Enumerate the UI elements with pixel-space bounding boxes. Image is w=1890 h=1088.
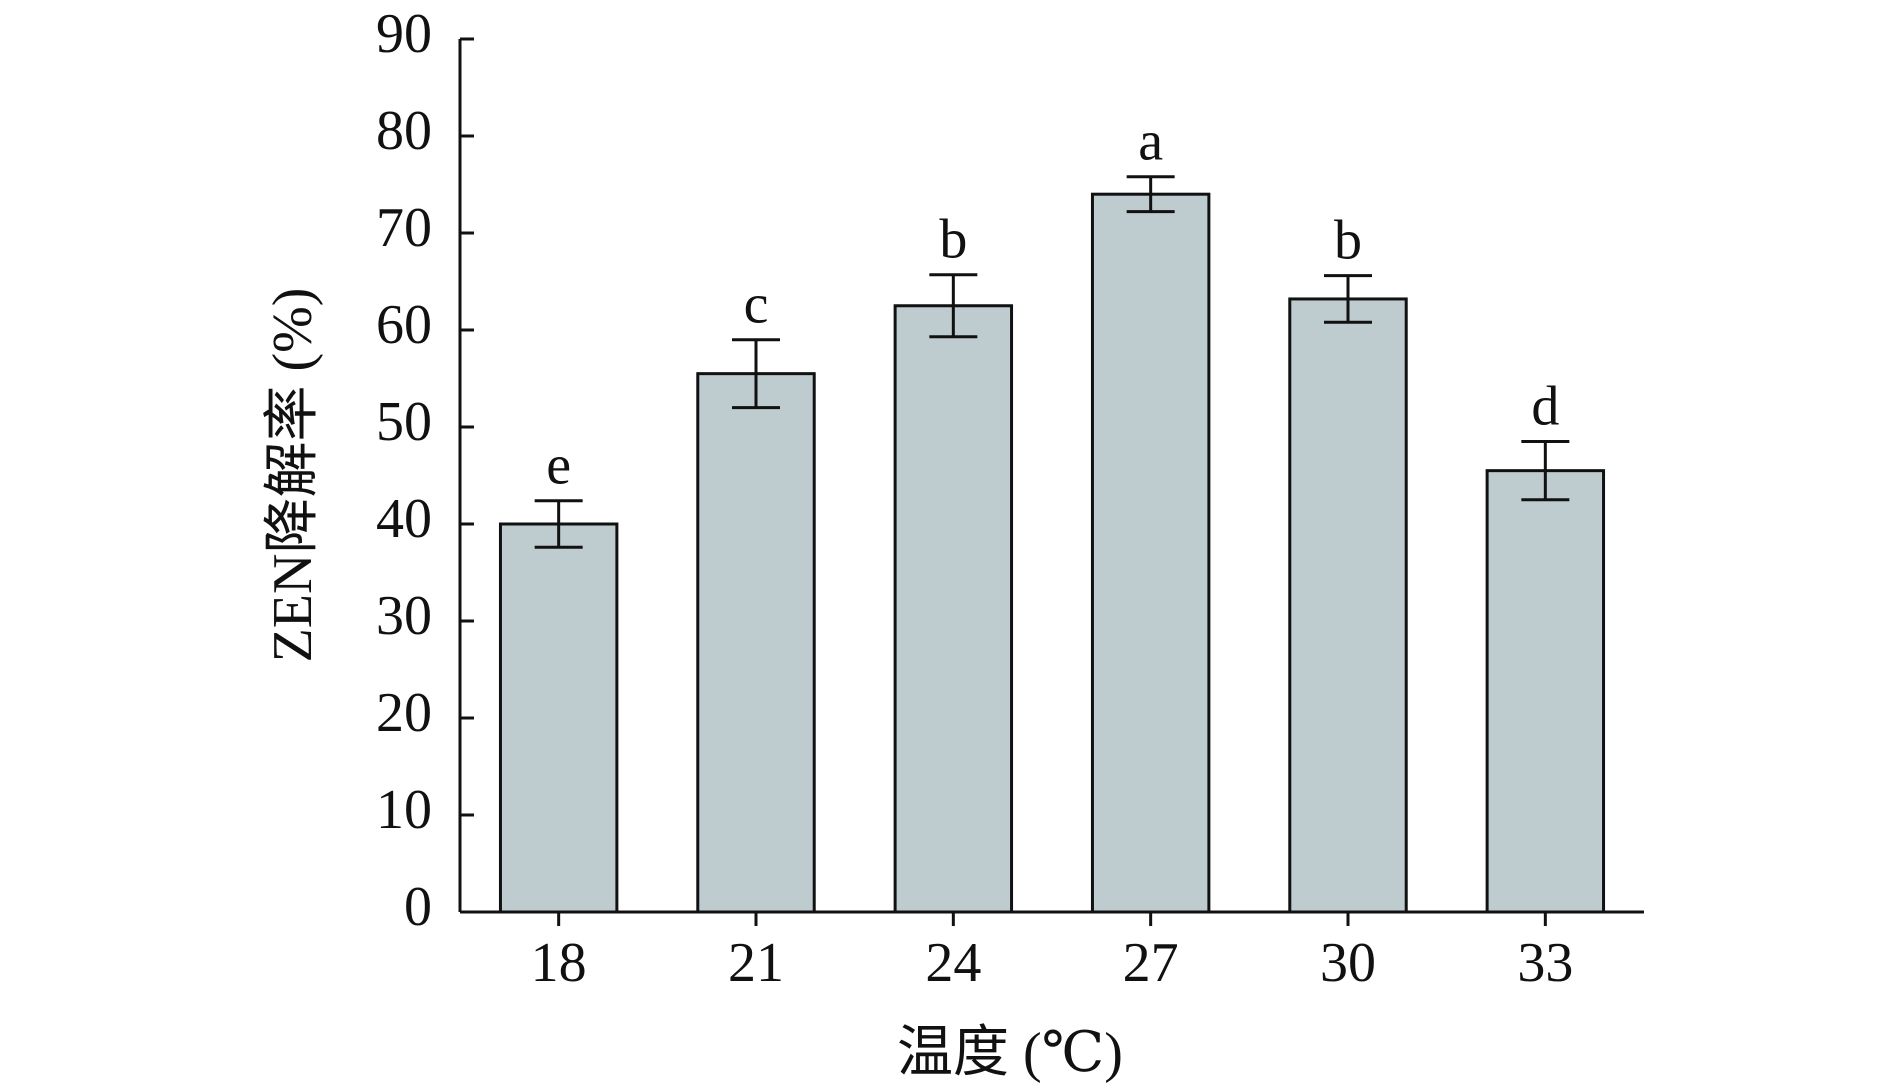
y-tick-label: 20 xyxy=(376,682,432,744)
significance-label: c xyxy=(744,274,769,336)
error-bar xyxy=(732,338,780,410)
error-bar xyxy=(1126,175,1175,214)
bar xyxy=(893,304,1014,914)
error-bar xyxy=(534,499,583,549)
bar xyxy=(498,522,619,914)
significance-label: a xyxy=(1138,111,1163,173)
bar xyxy=(1288,297,1408,914)
y-tick-label: 90 xyxy=(376,3,432,65)
y-tick-label: 30 xyxy=(376,585,432,647)
y-axis-label: ZEN降解率 (%) xyxy=(262,288,324,663)
x-axis-label: 温度 (℃) xyxy=(897,1022,1123,1084)
y-tick-label: 40 xyxy=(376,488,432,550)
y-tick-label: 50 xyxy=(376,391,432,453)
x-tick-label: 24 xyxy=(925,932,981,994)
bar xyxy=(1090,192,1211,914)
significance-label: d xyxy=(1531,375,1559,437)
significance-label: b xyxy=(1334,210,1362,272)
x-tick-label: 30 xyxy=(1320,932,1376,994)
y-tick-label: 80 xyxy=(376,100,432,162)
y-tick-label: 10 xyxy=(376,779,432,841)
error-bar xyxy=(1324,274,1372,324)
x-tick-label: 21 xyxy=(728,932,784,994)
error-bar xyxy=(1521,440,1570,502)
y-tick-label: 60 xyxy=(376,294,432,356)
y-tick-label: 0 xyxy=(404,876,432,938)
x-tick-label: 27 xyxy=(1123,932,1179,994)
bar xyxy=(696,372,816,914)
significance-label: b xyxy=(939,209,967,271)
significance-label: e xyxy=(546,435,571,497)
y-tick-label: 70 xyxy=(376,197,432,259)
bar xyxy=(1485,469,1606,914)
x-tick-label: 18 xyxy=(531,932,587,994)
x-tick-label: 33 xyxy=(1517,932,1573,994)
error-bar xyxy=(929,273,978,339)
